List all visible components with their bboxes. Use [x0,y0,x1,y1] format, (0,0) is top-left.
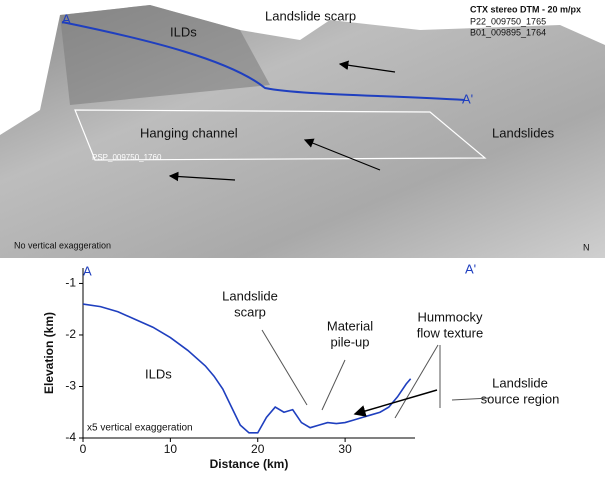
annotation: ILDs [145,366,172,381]
y-tick-label: -2 [65,327,76,341]
y-tick-label: -1 [65,276,76,290]
figure: A A' ILDs Landslide scarp Hanging channe… [0,0,605,474]
y-tick-label: -3 [65,379,76,393]
annotation: Material [327,318,373,333]
north-label: N [583,242,590,252]
source-title: CTX stereo DTM - 20 m/px [470,4,581,14]
terrain-label: Landslides [492,125,555,140]
source-id: P22_009750_1765 [470,16,546,26]
footprint-label: PSP_009750_1760 [92,153,162,162]
annotation: Landslide [492,375,548,390]
annotation: Hummocky [417,309,483,324]
annotation-leader [322,360,345,410]
end-label: A' [465,261,476,276]
start-label: A [62,11,71,26]
profile-chart: -4 -3 -2 -1 0 10 20 30 Distance (km) Elevation (k… [42,261,559,471]
source-id: B01_009895_1764 [470,27,546,37]
annotation-leader [355,390,437,414]
start-label: A [83,263,92,278]
annotation-leader [262,330,307,405]
x-tick-label: 30 [338,442,352,456]
annotation-leader [395,345,438,418]
annotation: x5 vertical exaggeration [87,423,193,434]
x-tick-label: 0 [80,442,87,456]
terrain-label: Landslide scarp [265,8,356,23]
x-tick-label: 10 [164,442,178,456]
terrain-label: ILDs [170,24,197,39]
terrain-panel: A A' ILDs Landslide scarp Hanging channe… [0,4,605,258]
y-tick-label: -4 [65,430,76,444]
x-tick-label: 20 [251,442,265,456]
end-label: A' [462,91,473,106]
annotation: source region [481,391,560,406]
y-axis-label: Elevation (km) [42,312,56,394]
x-axis-label: Distance (km) [210,457,289,471]
annotation: scarp [234,304,266,319]
annotation: Landslide [222,288,278,303]
annotation: pile-up [330,334,369,349]
annotation: flow texture [417,325,483,340]
exaggeration-note: No vertical exaggeration [14,240,111,250]
terrain-label: Hanging channel [140,125,238,140]
